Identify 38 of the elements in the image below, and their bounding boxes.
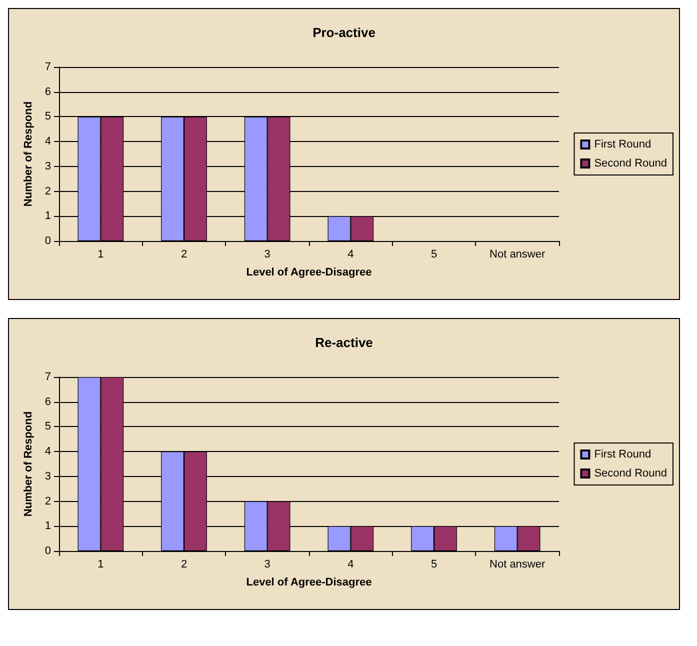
legend-label: Second Round xyxy=(594,158,668,170)
legend-label: First Round xyxy=(594,448,652,460)
x-tick-label: 4 xyxy=(348,558,354,570)
y-axis-title: Number of Respond xyxy=(22,101,34,207)
x-tick-label: 3 xyxy=(264,558,270,570)
y-tick-label: 0 xyxy=(44,235,51,247)
x-tick-label: 2 xyxy=(180,558,188,570)
chart-title: Pro-active xyxy=(312,25,376,40)
y-tick-label: 2 xyxy=(44,185,51,198)
y-tick-label: 7 xyxy=(44,61,51,73)
y-tick-label: 6 xyxy=(44,86,51,98)
x-axis-title: Level of Agree-Disagree xyxy=(246,266,372,278)
y-axis-title: Number of Respond xyxy=(22,411,34,517)
x-tick-label: 5 xyxy=(430,558,438,570)
x-tick-label: 4 xyxy=(348,248,354,260)
chart-title: Re-active xyxy=(315,335,373,350)
y-tick-label: 3 xyxy=(44,470,51,482)
legend-label: First Round xyxy=(594,138,652,150)
x-tick-label: 5 xyxy=(430,248,438,260)
x-axis-title: Level of Agree-Disagree xyxy=(246,576,372,588)
y-tick-label: 5 xyxy=(44,110,51,123)
x-tick-label: 1 xyxy=(98,558,104,570)
y-tick-label: 3 xyxy=(44,160,51,172)
x-tick-label: Not answer xyxy=(490,248,546,260)
y-tick-label: 4 xyxy=(44,136,51,148)
y-tick-label: 0 xyxy=(44,545,51,557)
x-tick-label: 1 xyxy=(98,248,104,260)
legend-label: Second Round xyxy=(594,468,668,480)
y-tick-label: 1 xyxy=(44,520,51,532)
x-tick-label: 3 xyxy=(264,248,270,260)
x-tick-label: 2 xyxy=(180,248,188,260)
y-tick-label: 2 xyxy=(44,495,51,508)
y-tick-label: 7 xyxy=(44,371,51,383)
y-tick-label: 5 xyxy=(44,420,51,433)
y-tick-label: 1 xyxy=(44,210,51,222)
x-tick-label: Not answer xyxy=(490,558,546,570)
y-tick-label: 6 xyxy=(44,396,51,408)
y-tick-label: 4 xyxy=(44,446,51,458)
